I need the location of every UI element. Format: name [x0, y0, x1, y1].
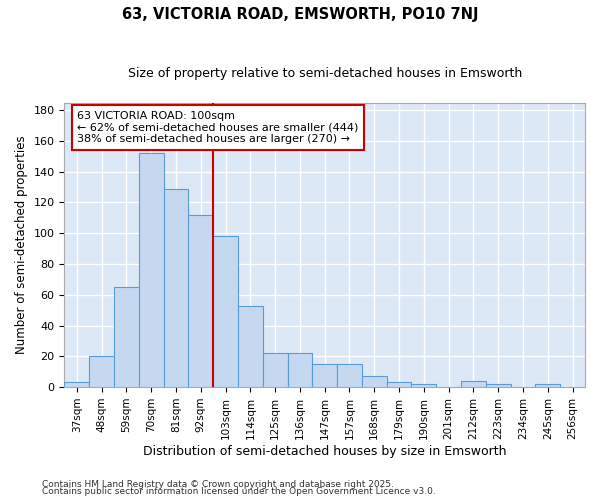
X-axis label: Distribution of semi-detached houses by size in Emsworth: Distribution of semi-detached houses by … — [143, 444, 506, 458]
Bar — [188, 215, 213, 387]
Bar — [313, 364, 337, 387]
Bar — [486, 384, 511, 387]
Title: Size of property relative to semi-detached houses in Emsworth: Size of property relative to semi-detach… — [128, 68, 522, 80]
Text: 63, VICTORIA ROAD, EMSWORTH, PO10 7NJ: 63, VICTORIA ROAD, EMSWORTH, PO10 7NJ — [122, 8, 478, 22]
Bar — [89, 356, 114, 387]
Bar — [412, 384, 436, 387]
Y-axis label: Number of semi-detached properties: Number of semi-detached properties — [15, 136, 28, 354]
Bar — [114, 287, 139, 387]
Bar — [263, 354, 287, 387]
Bar — [386, 382, 412, 387]
Bar — [337, 364, 362, 387]
Bar — [164, 188, 188, 387]
Bar — [461, 381, 486, 387]
Bar — [535, 384, 560, 387]
Text: Contains HM Land Registry data © Crown copyright and database right 2025.: Contains HM Land Registry data © Crown c… — [42, 480, 394, 489]
Bar — [213, 236, 238, 387]
Bar — [64, 382, 89, 387]
Bar — [362, 376, 386, 387]
Text: Contains public sector information licensed under the Open Government Licence v3: Contains public sector information licen… — [42, 487, 436, 496]
Text: 63 VICTORIA ROAD: 100sqm
← 62% of semi-detached houses are smaller (444)
38% of : 63 VICTORIA ROAD: 100sqm ← 62% of semi-d… — [77, 111, 359, 144]
Bar — [238, 306, 263, 387]
Bar — [139, 154, 164, 387]
Bar — [287, 354, 313, 387]
